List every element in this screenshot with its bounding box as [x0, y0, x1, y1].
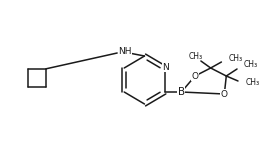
Text: B: B: [178, 87, 185, 97]
Text: CH₃: CH₃: [244, 60, 258, 68]
Text: N: N: [162, 62, 169, 72]
Text: NH: NH: [118, 46, 132, 55]
Text: CH₃: CH₃: [228, 53, 242, 62]
Text: CH₃: CH₃: [189, 52, 203, 60]
Text: CH₃: CH₃: [246, 78, 260, 86]
Text: O: O: [221, 89, 228, 99]
Text: O: O: [192, 72, 199, 80]
